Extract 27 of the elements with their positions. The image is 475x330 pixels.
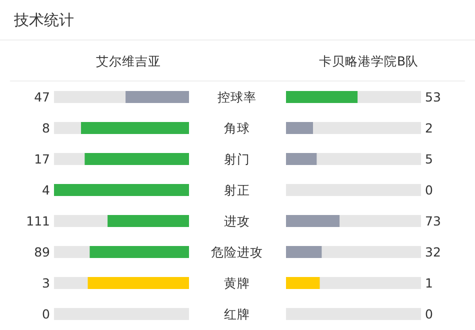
data-label: 111 [26,214,50,228]
text: 技术统计 [13,11,74,29]
data-label: 0 [425,182,433,198]
data-label: 1 [425,276,433,290]
category-label: 控球率 [218,90,256,104]
data-label: 2 [425,120,433,136]
category-label: 红牌 [224,306,250,322]
data-label: 89 [34,244,50,260]
category-label: 角球 [224,120,250,136]
category-label: 黄牌 [224,276,250,290]
data-label: 17 [34,152,50,166]
data-label: 32 [425,244,441,260]
category-label: 射正 [224,182,250,198]
category-label: 危险进攻 [211,244,263,260]
data-label: 3 [42,276,50,290]
category-label: 射门 [224,152,250,166]
data-label: 47 [34,90,50,104]
data-label: 5 [425,152,433,166]
data-label: 53 [425,90,441,104]
text: 卡贝略港学院B队 [319,54,419,68]
text: 艾尔维吉亚 [96,54,161,68]
data-label: 8 [42,120,50,136]
data-label: 0 [425,306,433,322]
data-label: 73 [425,214,441,228]
data-label: 4 [42,182,50,198]
data-label: 0 [42,306,50,322]
category-label: 进攻 [224,214,250,228]
